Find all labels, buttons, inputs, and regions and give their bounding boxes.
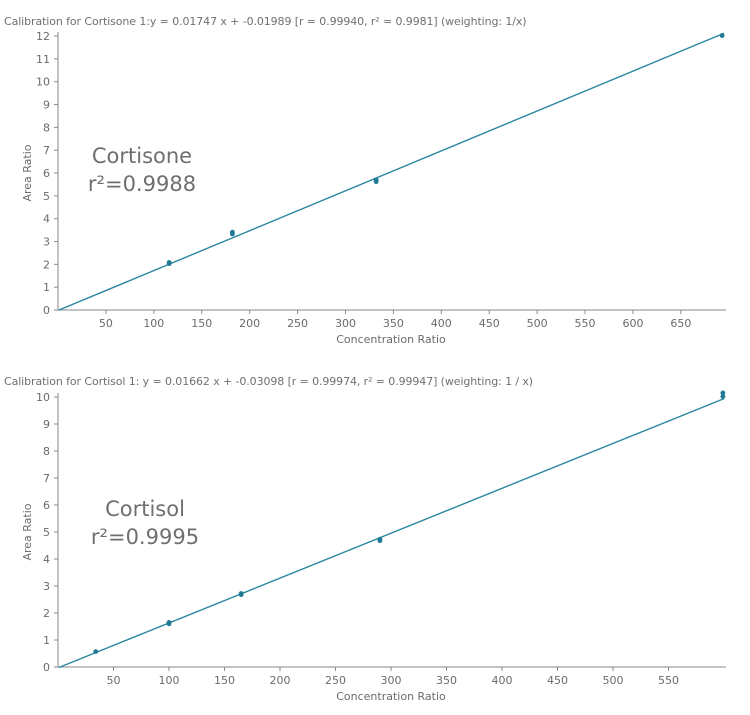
x-tick-label: 600: [622, 317, 643, 330]
r-squared-label: r²=0.9995: [91, 525, 199, 549]
x-axis-title: Concentration Ratio: [336, 333, 446, 346]
y-tick-label: 9: [43, 418, 50, 431]
y-tick-label: 3: [43, 236, 50, 249]
y-tick-label: 8: [43, 445, 50, 458]
data-point: [377, 536, 383, 542]
x-tick-label: 550: [575, 317, 596, 330]
data-point: [166, 620, 172, 625]
data-point: [93, 649, 99, 655]
cortisone-calibration-chart: Calibration for Cortisone 1:y = 0.01747 …: [0, 0, 750, 355]
y-tick-label: 2: [43, 607, 50, 620]
data-point: [720, 390, 726, 396]
y-tick-label: 4: [43, 553, 50, 566]
compound-label: Cortisone: [92, 144, 192, 168]
y-tick-label: 7: [43, 472, 50, 485]
x-tick-label: 150: [214, 674, 235, 687]
y-tick-label: 2: [43, 258, 50, 271]
x-tick-label: 500: [603, 674, 624, 687]
y-axis-title: Area Ratio: [21, 144, 34, 201]
y-tick-label: 4: [43, 213, 50, 226]
y-tick-label: 9: [43, 99, 50, 112]
data-point: [720, 394, 726, 399]
x-tick-label: 150: [191, 317, 212, 330]
x-tick-label: 250: [325, 674, 346, 687]
compound-label: Cortisol: [105, 497, 185, 521]
x-axis-title: Concentration Ratio: [336, 690, 446, 703]
x-tick-label: 550: [658, 674, 679, 687]
x-tick-label: 350: [436, 674, 457, 687]
data-point: [719, 33, 725, 38]
data-point: [373, 177, 379, 183]
y-tick-label: 7: [43, 144, 50, 157]
x-tick-label: 300: [381, 674, 402, 687]
y-tick-label: 12: [36, 30, 50, 43]
y-tick-label: 1: [43, 281, 50, 294]
x-tick-label: 300: [335, 317, 356, 330]
x-tick-label: 200: [239, 317, 260, 330]
y-axis-title: Area Ratio: [21, 503, 34, 560]
x-tick-label: 500: [527, 317, 548, 330]
cortisol-plot: 0 1 2 3 4 5 6 7 8 9 10 50 100 150 200 250 300 350 400 450 50…: [21, 390, 726, 703]
x-tick-label: 250: [287, 317, 308, 330]
y-tick-label: 6: [43, 499, 50, 512]
x-tick-label: 50: [99, 317, 113, 330]
chart-title: Calibration for Cortisol 1: y = 0.01662 …: [4, 375, 533, 388]
x-tick-label: 400: [492, 674, 513, 687]
x-tick-label: 650: [670, 317, 691, 330]
y-tick-label: 3: [43, 580, 50, 593]
cortisol-calibration-chart: Calibration for Cortisol 1: y = 0.01662 …: [0, 360, 750, 715]
y-tick-label: 10: [36, 76, 50, 89]
x-tick-label: 350: [383, 317, 404, 330]
y-tick-label: 11: [36, 53, 50, 66]
x-tick-label: 450: [547, 674, 568, 687]
data-point: [238, 591, 244, 596]
y-tick-label: 10: [36, 391, 50, 404]
data-point: [230, 229, 235, 235]
r-squared-label: r²=0.9988: [88, 172, 196, 196]
x-tick-label: 50: [107, 674, 121, 687]
x-tick-label: 400: [431, 317, 452, 330]
y-tick-label: 0: [43, 661, 50, 674]
chart-title: Calibration for Cortisone 1:y = 0.01747 …: [4, 15, 527, 28]
y-tick-label: 5: [43, 190, 50, 203]
x-tick-label: 450: [479, 317, 500, 330]
y-tick-label: 0: [43, 304, 50, 317]
x-tick-label: 100: [143, 317, 164, 330]
x-tick-label: 100: [159, 674, 180, 687]
y-tick-label: 5: [43, 526, 50, 539]
x-tick-label: 200: [270, 674, 291, 687]
y-tick-label: 6: [43, 167, 50, 180]
y-tick-label: 8: [43, 121, 50, 134]
y-tick-label: 1: [43, 634, 50, 647]
data-point: [166, 260, 172, 265]
